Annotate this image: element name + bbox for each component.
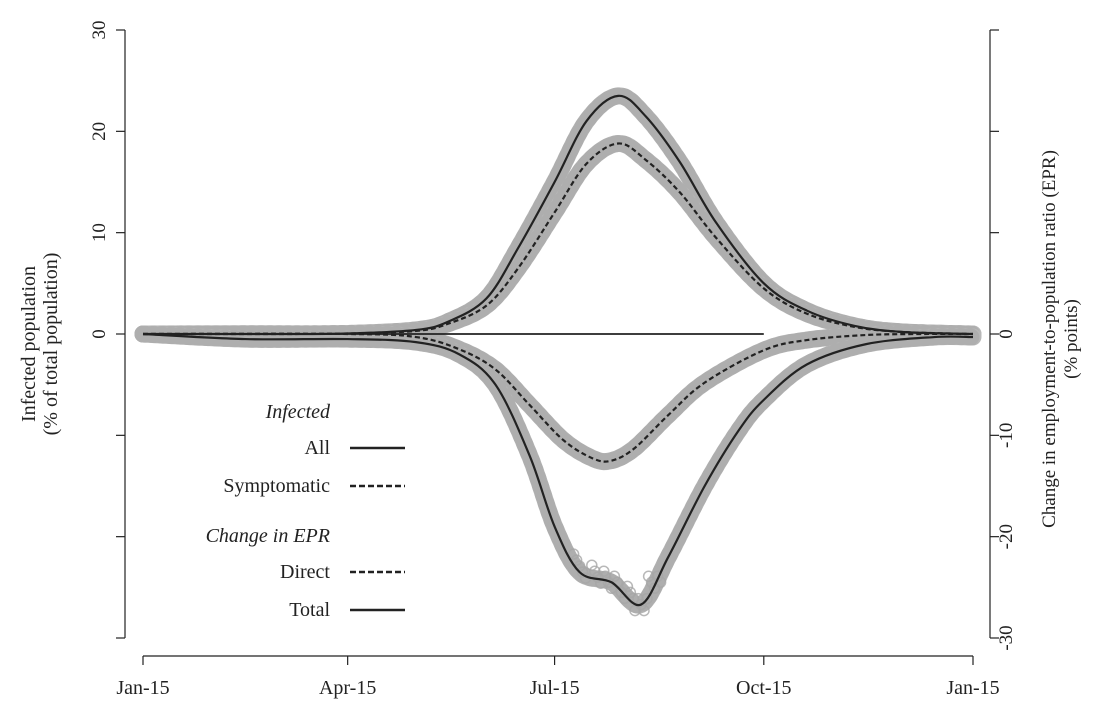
simulation-marker — [632, 592, 644, 605]
legend: Infected All Symptomatic Change in EPR Direc… — [206, 401, 405, 621]
left-axis-tick-label: 30 — [89, 21, 110, 40]
bottom-axis-tick-label: Jan-15 — [946, 677, 999, 699]
simulation-markers-total — [134, 325, 982, 614]
legend-entry-label: Symptomatic — [223, 475, 330, 497]
simulation-marker — [621, 580, 634, 593]
legend-entry-label: Total — [289, 599, 330, 621]
right-axis-tick-label: -10 — [996, 423, 1017, 448]
simulation-marker — [624, 586, 637, 599]
axes-layer: 0 10 20 30 Infected population (% of total po… — [18, 21, 1082, 700]
left-axis-label: Infected population — [18, 266, 40, 422]
simulation-marker — [576, 566, 589, 578]
left-axis-label: (% of total population) — [40, 253, 62, 436]
simulation-marker — [629, 604, 641, 617]
legend-entry-label: Direct — [280, 561, 330, 583]
simulation-marker — [586, 559, 598, 571]
legend-group-heading: Infected — [265, 401, 331, 423]
legend-entry-label: All — [304, 437, 330, 459]
simulation-band-total — [134, 325, 982, 614]
left-axis-tick-label: 10 — [89, 223, 110, 242]
bottom-axis-tick-label: Oct-15 — [736, 677, 792, 699]
right-axis-label: (% points) — [1061, 299, 1082, 379]
simulation-marker — [641, 592, 653, 605]
simulation-marker — [589, 565, 601, 577]
legend-group-heading: Change in EPR — [206, 525, 330, 547]
simulation-marker — [642, 570, 655, 583]
series-line-direct — [142, 332, 974, 463]
left-axis-tick-label: 0 — [89, 329, 110, 339]
right-axis-label: Change in employment-to-population ratio… — [1039, 150, 1060, 528]
simulation-marker — [615, 586, 628, 599]
right-axis-tick-label: 0 — [996, 329, 1017, 339]
right-axis-tick-label: -20 — [996, 524, 1017, 549]
bottom-axis-tick-label: Jul-15 — [530, 677, 580, 699]
bottom-axis-tick-label: Apr-15 — [319, 677, 376, 699]
bottom-axis-tick-label: Jan-15 — [116, 677, 169, 699]
series-line-total — [142, 332, 974, 607]
simulation-marker — [598, 565, 610, 577]
left-axis-tick-label: 20 — [89, 122, 110, 141]
right-axis-tick-label: -30 — [996, 625, 1017, 650]
series-layer — [142, 94, 974, 607]
series-line-symptomatic — [142, 142, 974, 336]
simulation-marker — [608, 570, 621, 583]
simulation-marker — [567, 548, 580, 560]
simulation-marker — [638, 604, 650, 617]
